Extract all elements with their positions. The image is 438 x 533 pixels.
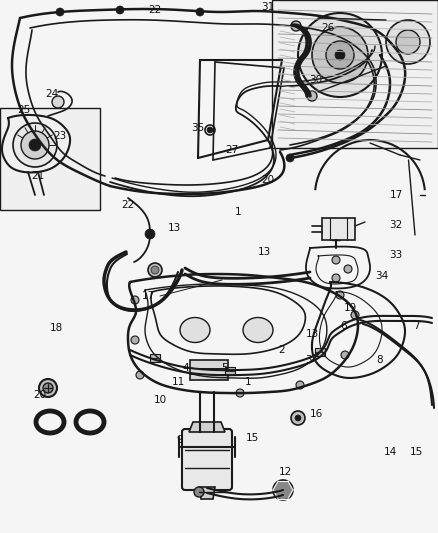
Circle shape bbox=[346, 18, 354, 26]
Circle shape bbox=[351, 311, 359, 319]
Text: 23: 23 bbox=[53, 131, 67, 141]
Circle shape bbox=[335, 50, 345, 60]
Text: 20: 20 bbox=[33, 390, 46, 400]
Text: 2: 2 bbox=[279, 345, 285, 355]
Circle shape bbox=[276, 10, 284, 18]
Circle shape bbox=[332, 256, 340, 264]
Text: 9: 9 bbox=[177, 435, 184, 445]
Circle shape bbox=[196, 8, 204, 16]
Text: 6: 6 bbox=[341, 321, 347, 331]
Text: 17: 17 bbox=[389, 190, 403, 200]
Polygon shape bbox=[150, 354, 160, 362]
FancyBboxPatch shape bbox=[182, 429, 232, 490]
Circle shape bbox=[286, 154, 294, 162]
Polygon shape bbox=[272, 0, 438, 148]
Circle shape bbox=[386, 20, 430, 64]
Text: 32: 32 bbox=[389, 220, 403, 230]
Polygon shape bbox=[190, 360, 228, 380]
Text: 10: 10 bbox=[153, 395, 166, 405]
Text: 33: 33 bbox=[389, 250, 403, 260]
Text: 13: 13 bbox=[258, 247, 271, 257]
Text: 25: 25 bbox=[18, 105, 31, 115]
Polygon shape bbox=[0, 108, 100, 210]
Ellipse shape bbox=[243, 318, 273, 343]
Circle shape bbox=[52, 96, 64, 108]
Circle shape bbox=[151, 266, 159, 274]
Circle shape bbox=[43, 383, 53, 393]
Ellipse shape bbox=[40, 415, 60, 429]
Text: 13: 13 bbox=[305, 329, 318, 339]
Circle shape bbox=[29, 139, 41, 151]
Polygon shape bbox=[199, 487, 215, 499]
Circle shape bbox=[148, 263, 162, 277]
Circle shape bbox=[336, 291, 344, 299]
Circle shape bbox=[13, 123, 57, 167]
Text: 17: 17 bbox=[141, 291, 155, 301]
Circle shape bbox=[291, 21, 301, 31]
Circle shape bbox=[205, 125, 215, 135]
Text: 24: 24 bbox=[46, 89, 59, 99]
Circle shape bbox=[326, 41, 354, 69]
Text: 20: 20 bbox=[261, 175, 275, 185]
Circle shape bbox=[136, 371, 144, 379]
Circle shape bbox=[344, 265, 352, 273]
Circle shape bbox=[332, 274, 340, 282]
Circle shape bbox=[298, 13, 382, 97]
Text: 7: 7 bbox=[413, 321, 419, 331]
Circle shape bbox=[21, 131, 49, 159]
Circle shape bbox=[273, 480, 293, 500]
Circle shape bbox=[312, 27, 368, 83]
Circle shape bbox=[291, 411, 305, 425]
Ellipse shape bbox=[180, 318, 210, 343]
Text: 15: 15 bbox=[245, 433, 258, 443]
Text: 21: 21 bbox=[32, 171, 45, 181]
Circle shape bbox=[131, 336, 139, 344]
Text: 15: 15 bbox=[410, 447, 423, 457]
Circle shape bbox=[236, 389, 244, 397]
Circle shape bbox=[145, 229, 155, 239]
Polygon shape bbox=[225, 367, 235, 375]
Text: 1: 1 bbox=[235, 207, 241, 217]
Circle shape bbox=[39, 379, 57, 397]
Circle shape bbox=[376, 116, 384, 124]
Text: 35: 35 bbox=[191, 123, 205, 133]
Text: 3: 3 bbox=[305, 355, 311, 365]
Text: 8: 8 bbox=[377, 355, 383, 365]
Circle shape bbox=[194, 487, 204, 497]
Text: 30: 30 bbox=[309, 75, 322, 85]
Circle shape bbox=[56, 8, 64, 16]
Text: 22: 22 bbox=[121, 200, 134, 210]
Polygon shape bbox=[189, 422, 225, 432]
Text: 5: 5 bbox=[221, 363, 227, 373]
Text: 22: 22 bbox=[148, 5, 162, 15]
Circle shape bbox=[131, 296, 139, 304]
Circle shape bbox=[346, 136, 354, 144]
Polygon shape bbox=[315, 348, 325, 356]
Text: 14: 14 bbox=[383, 447, 397, 457]
Text: 16: 16 bbox=[309, 409, 323, 419]
Text: 1: 1 bbox=[245, 377, 251, 387]
Text: 4: 4 bbox=[183, 363, 189, 373]
Ellipse shape bbox=[80, 415, 100, 429]
Circle shape bbox=[207, 127, 213, 133]
Circle shape bbox=[295, 415, 301, 421]
Circle shape bbox=[392, 84, 400, 92]
Circle shape bbox=[307, 91, 317, 101]
Circle shape bbox=[341, 351, 349, 359]
Circle shape bbox=[384, 52, 392, 60]
Text: 31: 31 bbox=[261, 2, 275, 12]
Text: 19: 19 bbox=[343, 303, 357, 313]
Text: 12: 12 bbox=[279, 467, 292, 477]
Text: 11: 11 bbox=[171, 377, 185, 387]
Polygon shape bbox=[322, 218, 355, 240]
Text: 26: 26 bbox=[321, 23, 335, 33]
Circle shape bbox=[396, 30, 420, 54]
Text: 27: 27 bbox=[226, 145, 239, 155]
Text: 18: 18 bbox=[49, 323, 63, 333]
Text: 13: 13 bbox=[167, 223, 180, 233]
Text: 34: 34 bbox=[375, 271, 389, 281]
Circle shape bbox=[116, 6, 124, 14]
Circle shape bbox=[296, 381, 304, 389]
